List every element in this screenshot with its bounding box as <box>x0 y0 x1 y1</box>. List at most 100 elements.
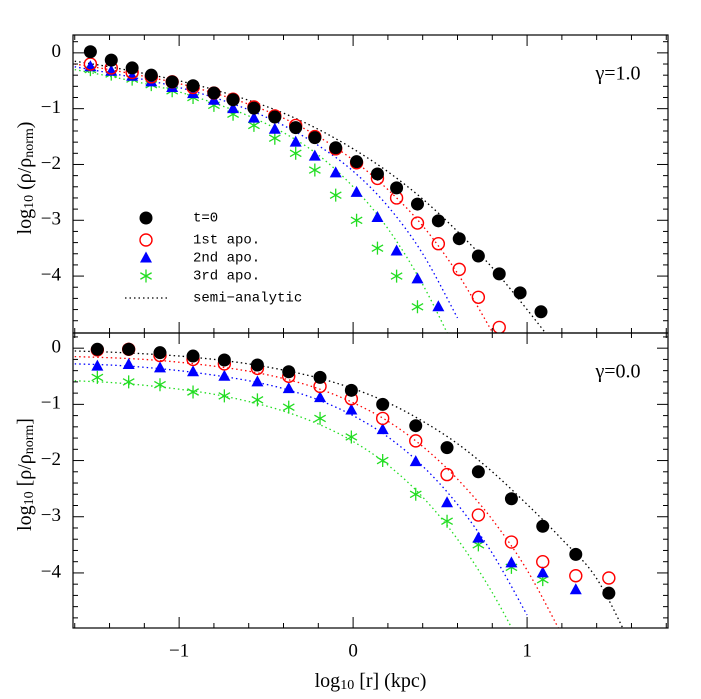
panel-annotation: γ=1.0 <box>594 63 640 85</box>
model-curve <box>74 350 624 628</box>
legend-label: 2nd apo. <box>193 251 260 267</box>
point <box>329 188 342 202</box>
point <box>513 286 527 300</box>
y-tick-label: −4 <box>41 264 62 285</box>
point <box>122 375 135 389</box>
point <box>441 514 454 528</box>
point <box>187 385 199 399</box>
x-axis-label: log10 [r] (kpc) <box>315 670 427 694</box>
y-axis-label-part: log <box>14 209 36 235</box>
point <box>504 535 519 549</box>
point <box>282 382 295 394</box>
legend-item: 2nd apo. <box>140 251 260 267</box>
point <box>207 86 221 100</box>
point <box>350 213 363 227</box>
point <box>409 487 422 501</box>
point <box>410 197 424 211</box>
point <box>375 411 390 426</box>
point <box>289 135 302 147</box>
point <box>441 496 454 508</box>
model-curve <box>74 68 448 333</box>
point <box>122 342 136 356</box>
point <box>153 361 166 373</box>
panel-annotation: γ=0.0 <box>594 361 640 383</box>
legend-symbol <box>139 233 153 247</box>
point <box>90 342 104 356</box>
point <box>282 400 295 414</box>
point <box>409 434 423 448</box>
model-curve <box>74 363 528 616</box>
point <box>452 232 466 246</box>
point <box>153 346 167 360</box>
y-axis-label-part: norm <box>22 425 37 455</box>
point <box>410 216 425 230</box>
point <box>471 249 485 263</box>
point <box>104 53 118 67</box>
point <box>452 262 466 277</box>
point <box>308 131 322 145</box>
point <box>409 455 422 467</box>
x-tick-label: 0 <box>348 640 358 661</box>
point <box>308 163 321 177</box>
point <box>432 300 445 312</box>
point <box>350 185 363 197</box>
point <box>251 393 264 407</box>
point <box>376 454 389 468</box>
legend-item: 1st apo. <box>139 233 260 249</box>
point <box>471 465 485 479</box>
point <box>471 508 486 522</box>
legend-symbol <box>140 269 152 283</box>
y-axis-label-part: ] <box>14 418 36 425</box>
point <box>268 131 281 145</box>
point <box>569 583 582 595</box>
point <box>534 305 548 319</box>
point <box>536 554 550 569</box>
legend-label: semi−analytic <box>193 291 302 307</box>
point <box>505 556 518 568</box>
point <box>186 79 200 93</box>
point <box>217 353 231 367</box>
point <box>411 272 424 284</box>
point <box>345 430 358 444</box>
point <box>390 269 403 283</box>
point <box>371 241 384 255</box>
y-axis-label-part: [ρ/ρ <box>14 454 36 491</box>
x-tick-label: −1 <box>169 640 189 661</box>
point <box>187 87 200 99</box>
x-axis-label-part: 10 <box>340 678 354 693</box>
y-axis-label: log10 [ρ/ρnorm] <box>14 418 38 531</box>
point <box>268 110 282 124</box>
point <box>154 378 166 392</box>
point <box>91 370 104 384</box>
point <box>376 423 389 435</box>
point <box>125 61 139 75</box>
plot-area <box>74 45 548 333</box>
plot-area <box>74 342 624 628</box>
point <box>122 357 135 369</box>
point <box>350 155 364 169</box>
legend-symbol <box>139 211 153 225</box>
point <box>247 101 261 115</box>
point <box>471 290 486 304</box>
point <box>569 569 583 583</box>
point <box>390 244 403 256</box>
point <box>313 370 327 384</box>
point <box>536 519 550 533</box>
point <box>492 320 506 333</box>
point <box>308 149 321 161</box>
point <box>268 122 281 134</box>
point <box>251 375 264 387</box>
point <box>440 441 454 455</box>
point <box>226 93 240 107</box>
point <box>250 358 264 372</box>
y-axis-label-part: ) <box>14 122 36 129</box>
legend-item: 3rd apo. <box>140 269 260 285</box>
y-axis-label-part: (ρ/ρ <box>14 158 36 195</box>
y-axis-label-part: log <box>14 505 36 531</box>
point <box>247 111 260 123</box>
point <box>440 467 454 482</box>
point <box>329 166 342 178</box>
y-tick-label: 0 <box>52 337 62 358</box>
frame <box>72 332 669 629</box>
